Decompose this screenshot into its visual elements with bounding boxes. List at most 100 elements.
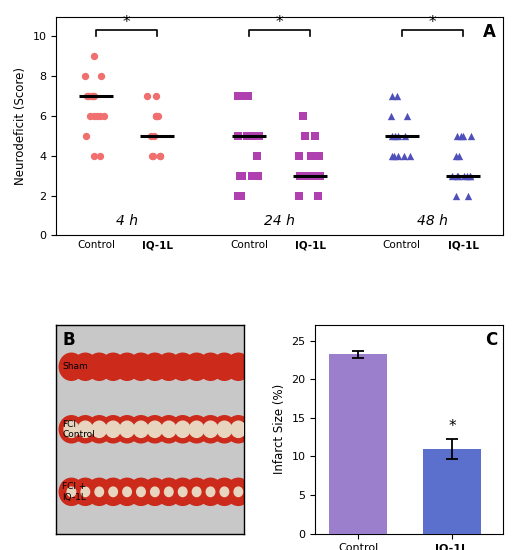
Point xyxy=(93,112,101,120)
Point xyxy=(301,171,309,180)
Circle shape xyxy=(184,353,209,380)
Point xyxy=(236,191,245,200)
Y-axis label: Neurodeficit (Score): Neurodeficit (Score) xyxy=(14,67,27,185)
Point xyxy=(460,171,468,180)
Circle shape xyxy=(115,353,139,380)
Bar xyxy=(329,354,387,534)
Circle shape xyxy=(129,478,153,505)
Point xyxy=(454,171,462,180)
Circle shape xyxy=(115,478,139,505)
Point xyxy=(244,92,252,101)
Circle shape xyxy=(199,353,223,380)
Circle shape xyxy=(95,487,104,497)
Text: 24 h: 24 h xyxy=(264,214,295,228)
Circle shape xyxy=(78,421,93,437)
Point xyxy=(250,131,258,140)
Circle shape xyxy=(109,487,117,497)
Point xyxy=(151,112,160,120)
Point xyxy=(315,151,323,160)
Point xyxy=(314,191,322,200)
Circle shape xyxy=(73,478,97,505)
Circle shape xyxy=(212,478,236,505)
Point xyxy=(156,151,164,160)
Point xyxy=(245,131,253,140)
Text: B: B xyxy=(62,331,75,349)
Circle shape xyxy=(179,487,187,497)
Circle shape xyxy=(170,478,195,505)
Circle shape xyxy=(151,487,159,497)
Text: 48 h: 48 h xyxy=(417,214,448,228)
Point xyxy=(90,92,98,101)
Circle shape xyxy=(143,416,167,443)
Circle shape xyxy=(226,416,250,443)
Point xyxy=(252,151,261,160)
Circle shape xyxy=(165,487,173,497)
Circle shape xyxy=(226,353,250,380)
Circle shape xyxy=(206,487,215,497)
Point xyxy=(248,171,256,180)
Text: *: * xyxy=(448,419,456,434)
Point xyxy=(253,171,262,180)
Circle shape xyxy=(129,416,153,443)
Point xyxy=(296,171,304,180)
Circle shape xyxy=(192,487,201,497)
Point xyxy=(452,131,461,140)
Text: A: A xyxy=(483,23,496,41)
Circle shape xyxy=(129,353,153,380)
Point xyxy=(467,131,475,140)
Point xyxy=(147,131,155,140)
Point xyxy=(82,131,90,140)
Point xyxy=(149,151,157,160)
Y-axis label: Infarct Size (%): Infarct Size (%) xyxy=(273,384,286,475)
Circle shape xyxy=(59,478,84,505)
Point xyxy=(234,92,243,101)
Point xyxy=(388,131,396,140)
Circle shape xyxy=(184,478,209,505)
Circle shape xyxy=(234,487,243,497)
Point xyxy=(234,191,243,200)
Point xyxy=(250,171,258,180)
Text: Sham: Sham xyxy=(62,362,88,371)
Point xyxy=(97,72,105,81)
Point xyxy=(457,131,465,140)
Point xyxy=(466,171,474,180)
Point xyxy=(90,52,98,60)
Circle shape xyxy=(87,416,111,443)
Point xyxy=(400,151,408,160)
Circle shape xyxy=(170,416,195,443)
Point xyxy=(90,112,98,120)
Circle shape xyxy=(212,416,236,443)
Point xyxy=(453,171,461,180)
Bar xyxy=(423,449,481,534)
Point xyxy=(154,112,163,120)
Point xyxy=(390,151,398,160)
Point xyxy=(451,151,460,160)
Point xyxy=(234,131,243,140)
Point xyxy=(308,171,317,180)
Point xyxy=(311,131,320,140)
Circle shape xyxy=(106,421,121,437)
Point xyxy=(148,151,156,160)
Point xyxy=(101,112,109,120)
Circle shape xyxy=(64,421,78,437)
Text: *: * xyxy=(276,15,283,30)
Point xyxy=(90,151,98,160)
Point xyxy=(403,112,411,120)
Circle shape xyxy=(73,416,97,443)
Circle shape xyxy=(175,421,190,437)
Circle shape xyxy=(67,487,76,497)
Circle shape xyxy=(143,478,167,505)
Point xyxy=(391,131,400,140)
Circle shape xyxy=(81,487,90,497)
Circle shape xyxy=(134,421,148,437)
Point xyxy=(86,112,94,120)
Circle shape xyxy=(212,353,236,380)
Point xyxy=(96,112,104,120)
Point xyxy=(238,92,246,101)
Point xyxy=(388,92,396,101)
Circle shape xyxy=(59,353,84,380)
Circle shape xyxy=(203,421,218,437)
Point xyxy=(393,92,401,101)
Circle shape xyxy=(220,487,229,497)
Point xyxy=(388,151,397,160)
